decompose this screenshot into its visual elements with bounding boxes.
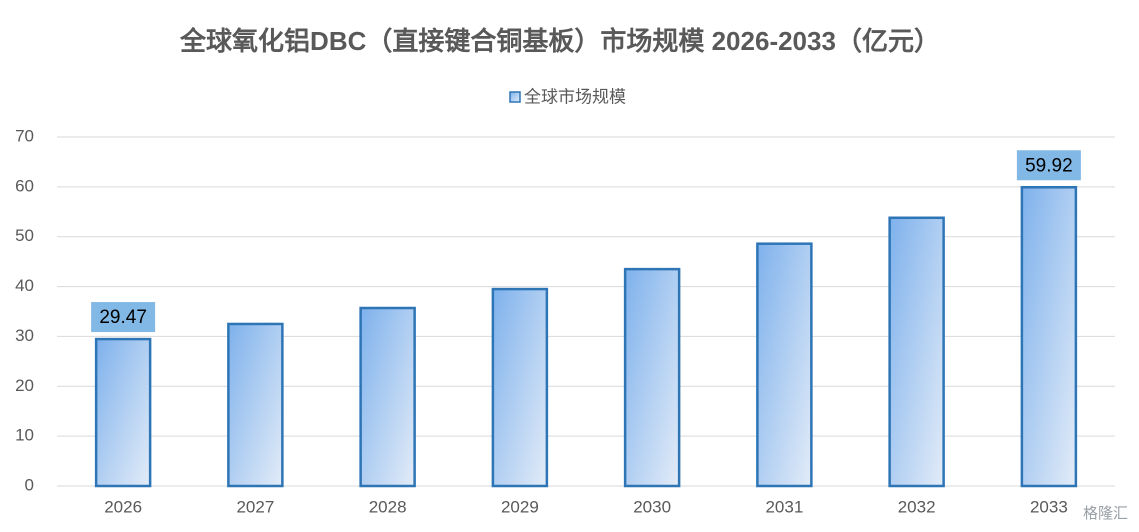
bar xyxy=(491,287,549,488)
x-tick-label: 2029 xyxy=(501,497,539,516)
x-tick-label: 2026 xyxy=(104,497,142,516)
y-tick-label: 0 xyxy=(25,475,34,494)
x-tick-label: 2033 xyxy=(1030,497,1068,516)
bar xyxy=(359,306,416,488)
bar xyxy=(227,322,284,488)
bar xyxy=(623,267,681,488)
data-label-box xyxy=(1016,150,1081,181)
watermark: 格隆汇 xyxy=(1083,505,1128,522)
legend-label: 全球市场规模 xyxy=(524,87,626,106)
x-tick-label: 2027 xyxy=(236,497,274,516)
legend-swatch xyxy=(509,91,521,103)
chart-title: 全球氧化铝DBC（直接键合铜基板）市场规模 2026-2033（亿元） xyxy=(179,26,940,56)
x-tick-label: 2031 xyxy=(765,497,803,516)
bar xyxy=(888,216,945,488)
x-tick-label: 2028 xyxy=(369,497,407,516)
bar xyxy=(756,242,813,488)
y-tick-label: 70 xyxy=(15,126,34,145)
y-tick-label: 60 xyxy=(15,176,34,195)
x-tick-label: 2032 xyxy=(898,497,936,516)
data-label: 29.47 xyxy=(99,307,147,328)
data-label: 59.92 xyxy=(1025,155,1073,176)
x-tick-label: 2030 xyxy=(633,497,671,516)
y-tick-label: 30 xyxy=(15,326,34,345)
y-tick-label: 50 xyxy=(15,226,34,245)
y-tick-label: 10 xyxy=(15,426,34,445)
y-tick-label: 40 xyxy=(15,276,34,295)
bar xyxy=(94,337,152,488)
y-tick-label: 20 xyxy=(15,376,34,395)
data-label-box xyxy=(91,302,156,333)
bar xyxy=(1020,186,1078,488)
